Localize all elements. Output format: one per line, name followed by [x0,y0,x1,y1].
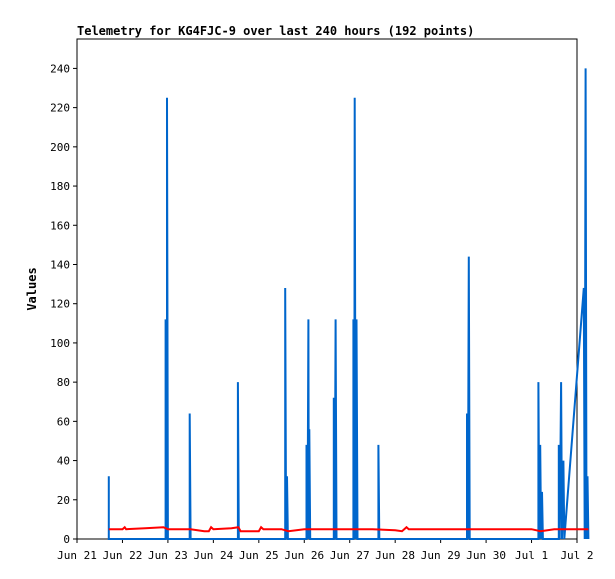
x-tick-label: Jun 28 [375,549,415,562]
x-axis: Jun 21 Jun 22 Jun 23 Jun 24 Jun 25 Jun 26 Jun … [57,539,594,562]
y-tick-label: 220 [50,102,70,115]
y-tick-label: 240 [50,62,70,75]
x-tick-label: Jun 22 [103,549,143,562]
y-tick-label: 160 [50,219,70,232]
plot-area [76,38,578,540]
x-tick-label: Jun 30 [466,549,506,562]
y-axis-label: Values [25,267,39,310]
y-tick-label: 0 [63,533,70,546]
x-tick-label: Jul 1 [515,549,548,562]
y-axis: 0 20 40 60 80 100 120 140 160 180 200 220 240 [50,62,77,546]
y-tick-label: 80 [57,376,70,389]
x-tick-label: Jun 23 [148,549,188,562]
x-tick-label: Jun 21 [57,549,97,562]
y-tick-label: 20 [57,494,70,507]
x-tick-label: Jun 29 [421,549,461,562]
series-line-1 [108,525,589,533]
y-tick-label: 200 [50,141,70,154]
y-tick-label: 100 [50,337,70,350]
series-layer [107,68,590,540]
y-tick-label: 60 [57,415,70,428]
x-tick-label: Jun 25 [239,549,279,562]
y-tick-label: 120 [50,298,70,311]
x-tick-label: Jun 24 [193,549,233,562]
y-tick-label: 180 [50,180,70,193]
x-tick-label: Jul 2 [560,549,593,562]
chart-title: Telemetry for KG4FJC-9 over last 240 hou… [77,24,474,38]
y-tick-label: 140 [50,258,70,271]
x-tick-label: Jun 26 [284,549,324,562]
y-tick-label: 40 [57,455,70,468]
series-line-0 [107,68,590,540]
x-tick-label: Jun 27 [330,549,370,562]
